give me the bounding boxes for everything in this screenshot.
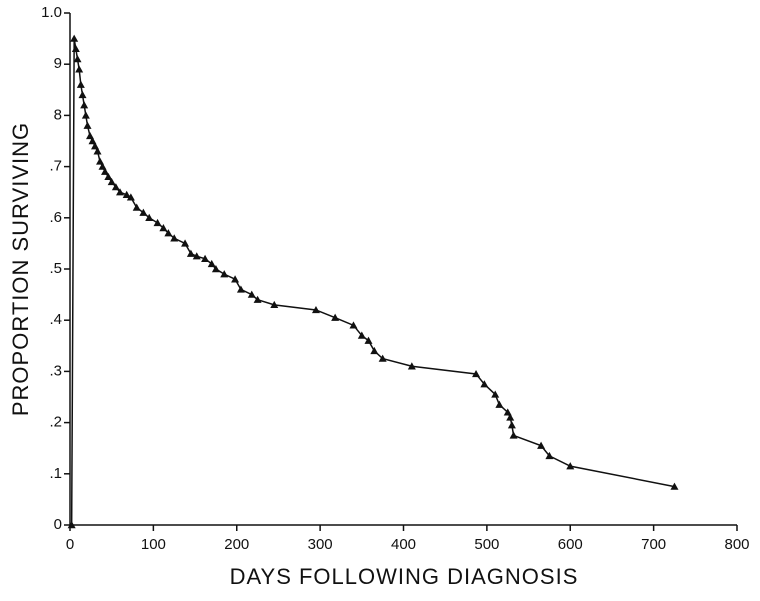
point-marker [186,249,195,257]
point-marker [126,193,135,201]
y-tick-label: .5 [49,260,62,277]
point-marker [192,252,201,260]
point-marker [480,380,489,388]
point-marker [211,265,220,273]
point-marker [207,259,216,268]
y-axis-label: PROPORTION SURVIVING [8,122,33,416]
point-marker [71,44,80,53]
point-marker [181,239,190,247]
y-tick-label: .4 [49,311,62,328]
point-marker [231,275,240,283]
point-marker [566,462,575,470]
point-marker [545,451,554,460]
point-marker [357,331,366,339]
point-marker [83,121,92,129]
point-marker [311,305,320,314]
point-marker [331,313,340,321]
point-marker [78,90,87,99]
point-marker [153,218,162,227]
point-marker [139,208,148,216]
y-tick-label: 0 [54,516,62,533]
point-marker [86,131,95,140]
point-marker [132,203,141,211]
point-marker [122,190,131,198]
point-marker [506,413,515,421]
point-marker [101,167,110,175]
y-tick-label: 9 [54,55,62,72]
point-marker [491,390,500,398]
x-tick-label: 700 [641,536,666,553]
point-marker [76,80,85,88]
point-marker [145,213,154,221]
point-marker [70,34,79,42]
x-tick-label: 100 [141,536,166,553]
point-marker [537,441,546,449]
point-marker [472,369,481,378]
y-tick-label: .1 [49,465,62,482]
point-marker [67,521,76,529]
point-marker [370,346,379,355]
y-tick-label: .3 [49,362,62,379]
point-marker [364,336,373,344]
point-marker [111,183,120,191]
x-tick-label: 0 [66,536,74,553]
survival-line [70,38,675,526]
x-tick-label: 400 [391,536,416,553]
point-marker [98,162,107,170]
point-marker [73,55,82,63]
point-marker [495,400,504,408]
point-marker [378,354,387,362]
point-marker [159,224,168,232]
point-marker [116,188,125,196]
point-marker [107,177,116,186]
y-tick-label: .6 [49,209,62,226]
x-tick-label: 500 [474,536,499,553]
point-marker [509,431,518,439]
point-marker [104,172,113,181]
y-tick-label: 1.0 [41,4,62,21]
x-axis-label: DAYS FOLLOWING DIAGNOSIS [230,564,579,589]
point-marker [170,234,179,242]
point-marker [201,254,210,262]
point-marker [81,111,90,119]
point-marker [91,142,100,150]
point-marker [270,300,279,309]
point-marker [88,137,97,145]
x-tick-label: 800 [724,536,749,553]
point-marker [164,229,173,237]
y-tick-label: .2 [49,414,62,431]
x-tick-label: 200 [224,536,249,553]
point-marker [96,157,105,165]
point-marker [503,408,512,416]
point-marker [670,482,679,490]
point-marker [253,295,262,303]
point-marker [247,290,256,298]
point-marker [220,270,229,278]
x-tick-label: 300 [308,536,333,553]
point-marker [407,362,416,370]
point-marker [80,101,89,109]
point-marker [93,147,102,155]
y-tick-label: .7 [49,158,62,175]
y-tick-label: 8 [54,106,62,123]
point-marker [75,65,84,73]
point-marker [349,321,358,329]
point-marker [236,285,245,293]
x-tick-label: 600 [558,536,583,553]
point-marker [507,421,516,429]
